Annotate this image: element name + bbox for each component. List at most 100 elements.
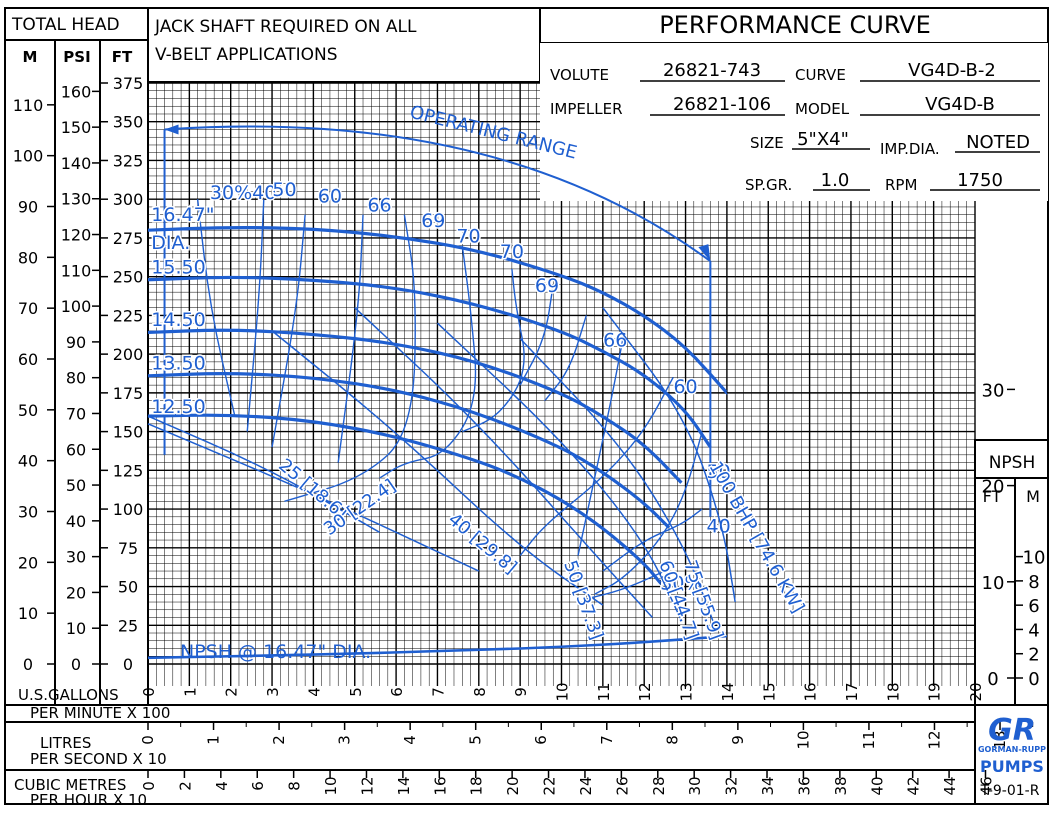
lps-tick-label: 10 [794, 730, 812, 749]
gpm-axis-label-1: U.S.GALLONS [18, 686, 119, 704]
efficiency-contour [196, 199, 236, 417]
cmh-tick-label: 12 [358, 776, 376, 795]
psi-tick-label: 50 [66, 476, 86, 495]
chart-title: PERFORMANCE CURVE [659, 11, 931, 39]
ft-tick-label: 375 [113, 74, 144, 93]
psi-tick-label: 0 [71, 655, 81, 674]
cmh-tick-label: 18 [468, 776, 486, 795]
gpm-axis-label-2: PER MINUTE X 100 [30, 704, 170, 722]
cmh-tick-label: 24 [577, 776, 595, 795]
operating-range-arc [164, 125, 711, 262]
head-curve [147, 413, 662, 585]
efficiency-contour [519, 284, 554, 386]
cmh-tick-label: 34 [759, 776, 777, 795]
size-label: SIZE [750, 134, 784, 152]
ft-tick-label: 350 [113, 113, 144, 132]
npsh-curve [147, 634, 728, 660]
size-value: 5"X4" [797, 129, 849, 150]
cmh-tick-label: 8 [286, 781, 304, 791]
psi-tick-label: 120 [61, 226, 92, 245]
lps-tick-label: 7 [598, 735, 616, 745]
efficiency-label: 66 [603, 329, 627, 351]
spgr-label: SP.GR. [745, 176, 792, 194]
impeller-size-label: DIA. [151, 232, 190, 254]
rpm-label: RPM [885, 176, 917, 194]
cmh-tick-label: 40 [868, 776, 886, 795]
psi-tick-label: 150 [61, 118, 92, 137]
efficiency-contour [379, 245, 477, 479]
impdia-label: IMP.DIA. [880, 140, 940, 158]
m-tick-label: 90 [18, 197, 38, 216]
cmh-tick-label: 20 [504, 776, 522, 795]
ft-tick-label: 50 [118, 578, 138, 597]
cmh-tick-label: 32 [723, 776, 741, 795]
gpm-tick-label: 0 [140, 687, 158, 697]
lps-tick-label: 1 [205, 735, 223, 745]
gpm-tick-label: 4 [305, 687, 323, 697]
psi-tick-label: 70 [66, 404, 86, 423]
efficiency-label: 30%40 [210, 182, 276, 204]
lps-tick-label: 5 [467, 735, 485, 745]
impeller-size-label: 14.50 [151, 309, 205, 331]
gpm-tick-label: 18 [884, 682, 902, 701]
cmh-axis-label-1: CUBIC METRES [14, 776, 126, 794]
cmh-tick-label: 36 [795, 776, 813, 795]
efficiency-label: 60 [318, 185, 342, 207]
psi-tick-label: 160 [61, 82, 92, 101]
efficiency-label: 60 [673, 376, 697, 398]
m-tick-label: 80 [18, 248, 38, 267]
volute-value: 26821-743 [663, 60, 761, 81]
m-tick-label: 10 [18, 604, 38, 623]
cmh-tick-label: 46 [977, 776, 995, 795]
svg-text:PUMPS: PUMPS [980, 757, 1044, 776]
lps-tick-label: 4 [401, 735, 419, 745]
gpm-tick-label: 3 [264, 687, 282, 697]
psi-axis-label: PSI [63, 48, 90, 66]
svg-text:GR: GR [988, 713, 1036, 748]
psi-tick-label: 90 [66, 333, 86, 352]
psi-tick-label: 130 [61, 190, 92, 209]
efficiency-contour [602, 508, 703, 572]
gpm-tick-label: 12 [636, 682, 654, 701]
gpm-tick-label: 13 [678, 682, 696, 701]
cmh-tick-label: 28 [650, 776, 668, 795]
psi-tick-label: 140 [61, 154, 92, 173]
gpm-tick-label: 11 [595, 682, 613, 701]
lps-axis-label-2: PER SECOND X 10 [30, 750, 167, 768]
lps-axis-ticks: 0 1 2 3 4 5 6 7 8 9 10 11 12 13 [139, 722, 1034, 750]
psi-tick-label: 60 [66, 440, 86, 459]
gpm-tick-label: 15 [760, 682, 778, 701]
rpm-value: 1750 [957, 170, 1003, 191]
npsh-m-tick-label: 10 [1023, 548, 1046, 569]
m-tick-label: 70 [18, 299, 38, 318]
psi-tick-label: 80 [66, 369, 86, 388]
m-tick-label: 40 [18, 452, 38, 471]
model-label: MODEL [795, 100, 850, 118]
curve-labels: 16.47" DIA. 15.50 14.50 13.50 12.50 [150, 202, 216, 419]
m-tick-label: 50 [18, 401, 38, 420]
cmh-tick-label: 30 [686, 776, 704, 795]
power-line [271, 330, 604, 606]
psi-tick-label: 10 [66, 619, 86, 638]
lps-tick-label: 12 [925, 730, 943, 749]
npsh-curve-label: NPSH @ 16.47" DIA. [180, 641, 371, 663]
cmh-tick-label: 38 [832, 776, 850, 795]
svg-text:GORMAN-RUPP: GORMAN-RUPP [978, 745, 1046, 754]
ft-tick-label: 0 [123, 655, 133, 674]
power-line [147, 415, 380, 533]
cmh-tick-label: 16 [431, 776, 449, 795]
cmh-tick-label: 44 [941, 776, 959, 795]
efficiency-contour [337, 214, 364, 463]
gpm-tick-label: 1 [181, 687, 199, 697]
ft-tick-label: 275 [113, 229, 144, 248]
impeller-size-label: 13.50 [151, 353, 205, 375]
spgr-value: 1.0 [821, 170, 850, 191]
impeller-size-label: 15.50 [151, 257, 205, 279]
psi-tick-label: 40 [66, 512, 86, 531]
curve-value: VG4D-B-2 [908, 60, 996, 81]
efficiency-label: 69 [421, 210, 445, 232]
